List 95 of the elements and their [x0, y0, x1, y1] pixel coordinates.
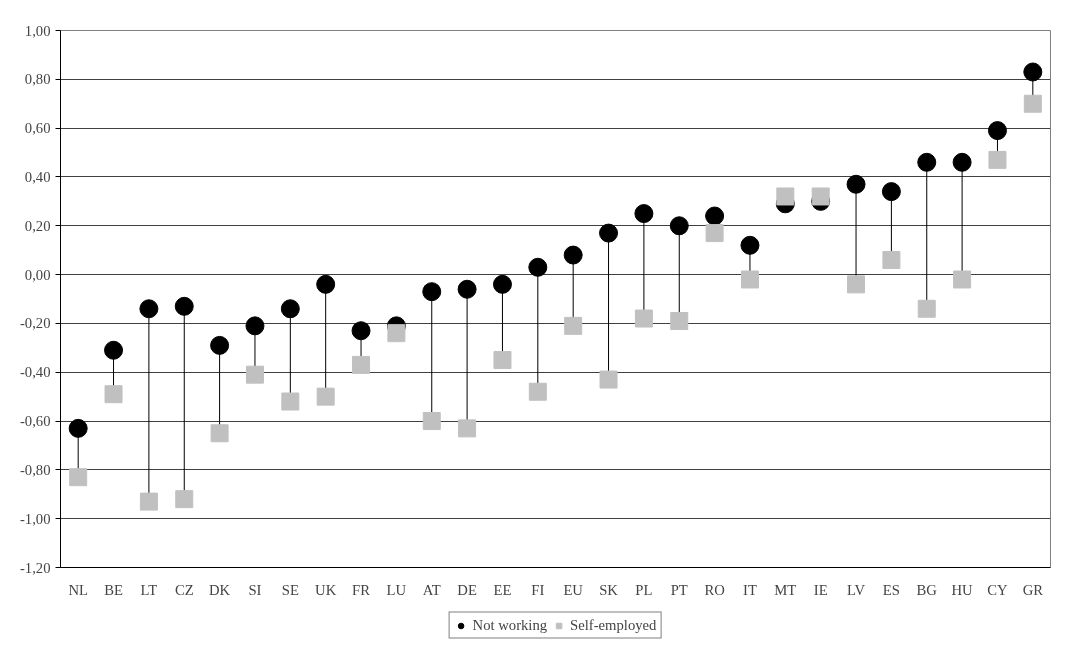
point: [1023, 62, 1043, 82]
x-tick-label: ES: [882, 581, 900, 598]
legend-label: Not working: [472, 616, 548, 634]
point: [139, 299, 159, 319]
point: [599, 370, 618, 389]
point: [69, 468, 88, 487]
point: [952, 152, 972, 172]
y-tick-label: 0,00: [24, 266, 51, 283]
x-tick-label: EE: [493, 581, 512, 598]
point: [280, 299, 300, 319]
y-tick-label: -1,00: [19, 510, 51, 527]
point: [669, 216, 689, 236]
y-tick-label: 0,60: [24, 120, 51, 137]
x-tick-label: LV: [846, 581, 866, 598]
point: [634, 204, 654, 224]
point: [988, 150, 1007, 169]
y-tick-label: -0,60: [19, 413, 51, 430]
point: [493, 351, 512, 370]
y-tick-label: 0,20: [24, 217, 51, 234]
point: [316, 387, 335, 406]
point: [811, 187, 830, 206]
point: [139, 492, 158, 511]
x-tick-label: FI: [531, 581, 545, 598]
point: [104, 340, 124, 360]
point: [492, 274, 512, 294]
legend-label: Self-employed: [570, 616, 657, 634]
point: [210, 335, 230, 355]
point: [705, 206, 725, 226]
point: [210, 424, 229, 443]
x-tick-label: AT: [422, 581, 441, 598]
y-tick-label: 0,40: [24, 168, 51, 185]
x-tick-label: CY: [987, 581, 1009, 598]
point: [458, 419, 477, 438]
point: [245, 365, 264, 384]
y-tick-label: -0,80: [19, 461, 51, 478]
point: [351, 321, 371, 341]
x-tick-label: SE: [281, 581, 299, 598]
point: [987, 121, 1007, 141]
x-tick-label: NL: [68, 581, 88, 598]
y-tick-label: -0,20: [19, 315, 51, 332]
point: [528, 382, 547, 401]
point: [670, 311, 689, 330]
x-tick-label: EU: [563, 581, 584, 598]
x-tick-label: FR: [352, 581, 371, 598]
x-tick-label: CZ: [174, 581, 194, 598]
point: [352, 355, 371, 374]
x-tick-label: BG: [916, 581, 938, 598]
point: [564, 316, 583, 335]
x-tick-label: GR: [1022, 581, 1044, 598]
x-tick-label: IT: [743, 581, 757, 598]
point: [387, 324, 406, 343]
x-tick-label: IE: [813, 581, 828, 598]
x-tick-label: SK: [599, 581, 619, 598]
point: [563, 245, 583, 265]
x-tick-label: MT: [774, 581, 797, 598]
point: [846, 174, 866, 194]
point: [917, 152, 937, 172]
point: [847, 275, 866, 294]
x-tick-label: DK: [209, 581, 231, 598]
x-tick-label: LT: [140, 581, 158, 598]
point: [881, 182, 901, 202]
x-tick-label: PL: [635, 581, 653, 598]
point: [422, 282, 442, 302]
point: [634, 309, 653, 328]
y-tick-label: -1,20: [19, 559, 51, 576]
x-tick-label: PT: [670, 581, 688, 598]
point: [528, 257, 548, 277]
point: [599, 223, 619, 243]
x-tick-label: LU: [386, 581, 407, 598]
y-tick-label: -0,40: [19, 364, 51, 381]
point: [705, 224, 724, 243]
point: [104, 385, 123, 404]
x-tick-label: UK: [315, 581, 337, 598]
x-tick-label: RO: [704, 581, 725, 598]
point: [174, 296, 194, 316]
x-tick-label: SI: [248, 581, 262, 598]
x-tick-label: DE: [457, 581, 477, 598]
x-tick-label: HU: [951, 581, 974, 598]
point: [316, 274, 336, 294]
point: [281, 392, 300, 411]
point: [175, 490, 194, 509]
point: [422, 412, 441, 431]
point: [882, 250, 901, 269]
point: [245, 316, 265, 336]
point: [776, 187, 795, 206]
point: [740, 235, 760, 255]
point: [740, 270, 759, 289]
point: [1023, 94, 1042, 113]
point: [457, 279, 477, 299]
point: [68, 418, 88, 438]
point: [953, 270, 972, 289]
y-tick-label: 1,00: [24, 22, 51, 39]
point: [917, 299, 936, 318]
x-tick-label: BE: [104, 581, 123, 598]
y-tick-label: 0,80: [24, 71, 51, 88]
